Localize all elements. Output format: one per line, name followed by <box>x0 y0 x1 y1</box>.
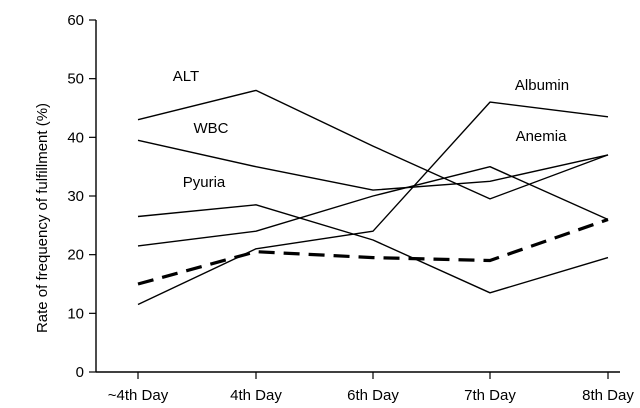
y-axis-ticks: 0 10 20 30 40 50 60 <box>67 12 96 381</box>
x-axis-ticks: ~4th Day 4th Day 6th Day 7th Day 8th Day <box>108 372 634 404</box>
series-label-anemia: Anemia <box>516 128 568 145</box>
x-tick-label: 8th Day <box>582 387 634 404</box>
x-tick-label: 4th Day <box>230 387 282 404</box>
series-line-albumin <box>137 101 609 306</box>
y-tick-label: 50 <box>67 71 84 88</box>
x-tick-label: ~4th Day <box>108 387 169 404</box>
series-labels: ALT WBC Pyuria Albumin Anemia <box>173 68 569 191</box>
series-line-anemia <box>137 165 609 247</box>
series-line-wbc <box>137 139 609 191</box>
y-tick-label: 10 <box>67 305 84 322</box>
x-tick-label: 7th Day <box>464 387 516 404</box>
y-tick-label: 20 <box>67 247 84 264</box>
y-tick-label: 40 <box>67 129 84 146</box>
y-tick-label: 60 <box>67 12 84 29</box>
series-label-albumin: Albumin <box>515 77 569 94</box>
series-label-wbc: WBC <box>194 120 229 137</box>
series-lines <box>137 89 609 306</box>
series-line-dashed <box>137 217 609 286</box>
y-axis-label: Rate of frequency of fulfillment (%) <box>34 103 51 333</box>
series-line-pyuria <box>137 204 609 294</box>
y-tick-label: 30 <box>67 188 84 205</box>
series-label-pyuria: Pyuria <box>183 174 226 191</box>
series-label-alt: ALT <box>173 68 199 85</box>
y-tick-label: 0 <box>76 364 84 381</box>
x-tick-label: 6th Day <box>347 387 399 404</box>
